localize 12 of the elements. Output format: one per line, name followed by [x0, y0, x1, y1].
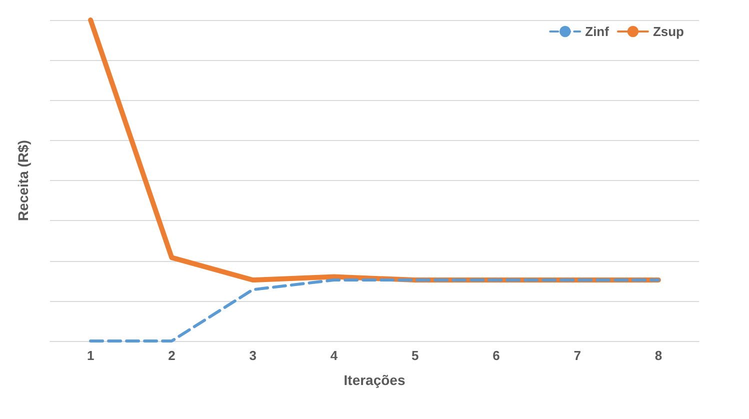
x-tick-label: 7 — [574, 348, 581, 363]
legend-label: Zinf — [585, 24, 610, 39]
x-tick-label: 4 — [330, 348, 338, 363]
x-tick-label: 1 — [86, 348, 94, 363]
legend-label: Zsup — [652, 24, 684, 39]
x-tick-label: 8 — [654, 348, 662, 363]
x-tick-label: 6 — [492, 348, 500, 363]
x-tick-label: 2 — [168, 348, 176, 363]
x-tick-label: 3 — [249, 348, 256, 363]
x-tick-label: 5 — [411, 348, 419, 363]
x-axis-title: Iterações — [344, 372, 406, 388]
y-axis-title: Receita (R$) — [15, 140, 31, 221]
